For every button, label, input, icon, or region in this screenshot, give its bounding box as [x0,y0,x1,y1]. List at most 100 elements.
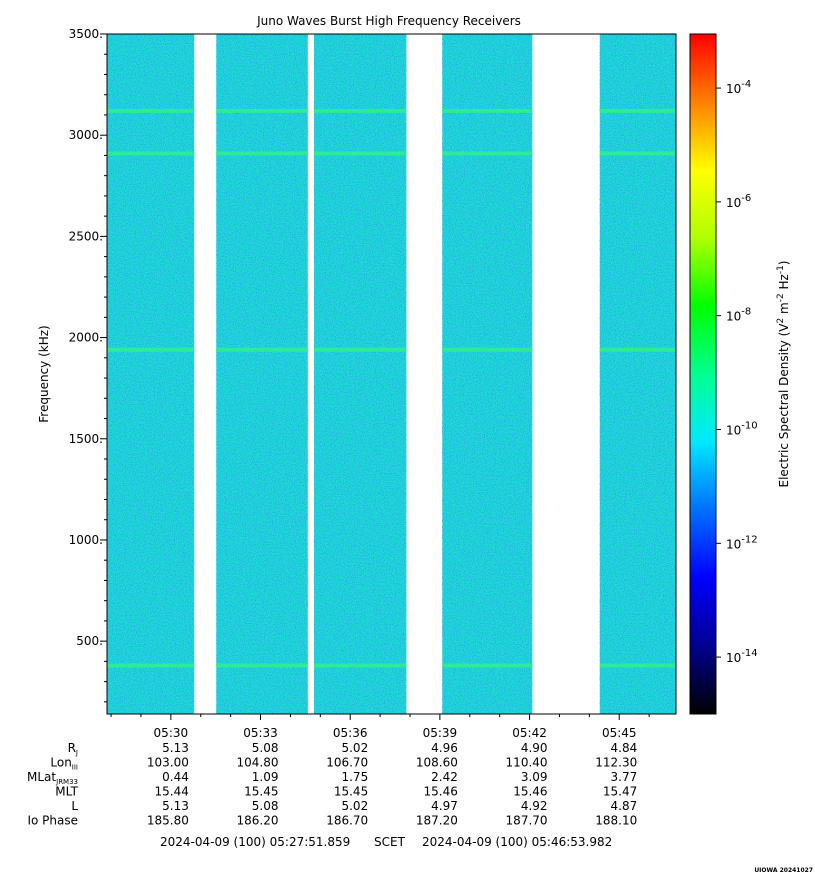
table-cell: 4.84 [611,741,638,755]
table-cell: 104.80 [237,756,279,770]
table-row-label: L [71,799,78,813]
emission-line [107,663,195,668]
emission-line [107,347,195,352]
table-cell: 0.44 [162,770,189,784]
table-cell: 186.70 [326,814,368,828]
table-cell: 15.45 [244,785,278,799]
table-row-label: MLatJRM33 [27,770,78,786]
time-range-end: 2024-04-09 (100) 05:46:53.982 [422,835,612,849]
table-row-label: MLT [55,785,78,799]
table-cell: 3.09 [521,770,548,784]
emission-line [216,663,308,668]
y-axis: 3500. 3000. 2500. 2000. 1500. 1000. 500. [69,27,107,703]
emission-line [107,108,195,113]
y-tick-label: 3000. [69,128,103,142]
table-cell: 1.09 [252,770,279,784]
data-block-noise-1 [107,34,195,714]
x-tick-label: 05:42 [512,726,547,740]
table-row-label: LonIII [50,756,78,772]
table-row-label: RJ [68,741,78,757]
time-range-start: 2024-04-09 (100) 05:27:51.859 [160,835,350,849]
x-tick-label: 05:33 [243,726,278,740]
emission-line [442,108,533,113]
table-cell: 110.40 [506,756,548,770]
table-cell: 4.97 [431,799,458,813]
table-cell: 108.60 [416,756,458,770]
emission-line [442,347,533,352]
emission-line [216,108,308,113]
emission-line [599,663,676,668]
data-block-noise-5 [599,34,676,714]
table-cell: 15.46 [424,785,458,799]
x-tick-label: 05:30 [154,726,189,740]
plot-area [106,33,677,715]
table-cell: 15.45 [334,785,368,799]
emission-line [599,347,676,352]
y-tick-label: 1000. [69,533,103,547]
colorbar-gradient [689,33,717,715]
table-cell: 1.75 [341,770,368,784]
colorbar-label: Electric Spectral Density (V2 m-2 Hz-1) [776,260,791,487]
emission-line [107,151,195,156]
credit-label: UIOWA 20241027 [754,867,813,874]
emission-line [599,151,676,156]
y-tick-label: 2500. [69,229,103,243]
table-cell: 106.70 [326,756,368,770]
plot-frame [106,33,677,715]
colorbar-tick-label: 10-14 [726,648,758,665]
table-cell: 2.42 [431,770,458,784]
emission-line [216,347,308,352]
ephemeris-table: RJ 5.13 5.08 5.02 4.96 4.90 4.84 LonIII 103.00 10… [27,741,637,828]
colorbar-tick-label: 10-8 [726,307,751,324]
table-cell: 112.30 [595,756,637,770]
emission-line [314,151,407,156]
table-cell: 103.00 [147,756,189,770]
table-cell: 186.20 [237,814,279,828]
table-cell: 15.47 [603,785,637,799]
table-cell: 4.90 [521,741,548,755]
table-row-label: Io Phase [27,814,78,828]
x-tick-label: 05:45 [602,726,637,740]
emission-line [314,108,407,113]
time-range-scet: SCET [374,835,406,849]
table-cell: 4.87 [611,799,638,813]
x-tick-label: 05:39 [423,726,458,740]
emission-line [314,347,407,352]
table-cell: 5.08 [252,741,279,755]
table-cell: 5.08 [252,799,279,813]
data-block-noise-4 [442,34,533,714]
y-tick-label: 3500. [69,27,103,41]
data-block-noise-2 [216,34,308,714]
table-cell: 4.92 [521,799,548,813]
y-tick-label: 500. [76,634,103,648]
x-axis: 05:30 05:33 05:36 05:39 05:42 05:45 [110,714,650,740]
y-tick-label: 2000. [69,331,103,345]
table-cell: 187.20 [416,814,458,828]
table-cell: 185.80 [147,814,189,828]
emission-line [216,151,308,156]
chart-title: Juno Waves Burst High Frequency Receiver… [256,14,521,28]
x-tick-label: 05:36 [333,726,368,740]
colorbar-tick-label: 10-6 [726,193,751,210]
table-cell: 3.77 [611,770,638,784]
table-cell: 15.46 [513,785,547,799]
y-tick-label: 1500. [69,432,103,446]
emission-line [442,663,533,668]
table-cell: 188.10 [595,814,637,828]
emission-line [442,151,533,156]
y-axis-label: Frequency (kHz) [37,325,51,422]
table-cell: 15.44 [154,785,188,799]
table-cell: 5.02 [341,741,368,755]
colorbar-tick-label: 10-12 [726,534,758,551]
emission-line [314,663,407,668]
table-cell: 5.13 [162,799,189,813]
table-cell: 4.96 [431,741,458,755]
emission-line [599,108,676,113]
colorbar-tick-label: 10-10 [726,420,758,437]
data-block-noise-3 [314,34,407,714]
table-cell: 5.02 [341,799,368,813]
colorbar: 10-4 10-6 10-8 10-10 10-12 10-14 [689,33,758,715]
colorbar-tick-label: 10-4 [726,79,751,96]
table-cell: 187.70 [506,814,548,828]
